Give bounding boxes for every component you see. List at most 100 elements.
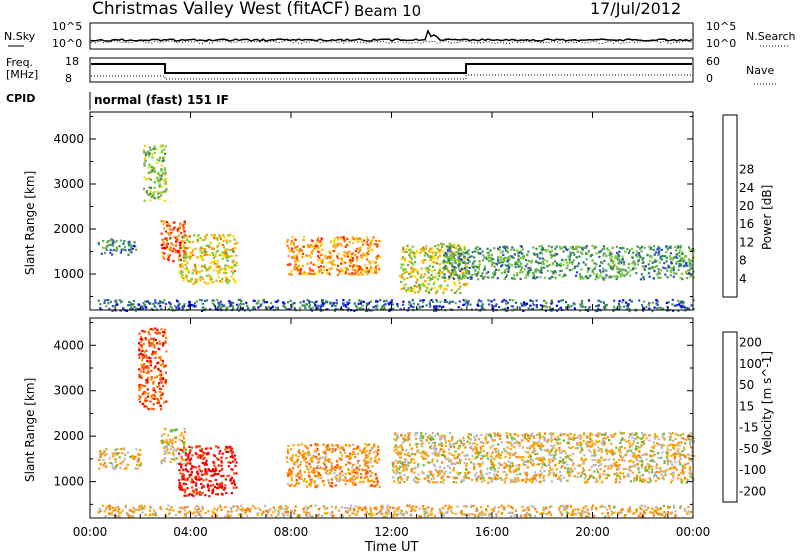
scatter-cell — [573, 247, 576, 251]
scatter-cell — [633, 463, 636, 466]
scatter-cell — [487, 434, 490, 437]
scatter-cell — [158, 301, 162, 304]
scatter-cell — [612, 260, 615, 263]
scatter-cell — [294, 246, 297, 249]
scatter-cell — [349, 262, 353, 265]
scatter-cell — [200, 269, 203, 272]
scatter-cell — [569, 447, 573, 450]
scatter-cell — [593, 262, 596, 265]
scatter-cell — [319, 240, 322, 243]
scatter-cell — [569, 458, 572, 461]
scatter-cell — [641, 462, 644, 465]
scatter-cell — [567, 248, 570, 251]
scatter-cell — [602, 270, 605, 273]
scatter-cell — [419, 434, 423, 437]
scatter-cell — [504, 455, 507, 459]
scatter-cell — [144, 384, 147, 388]
scatter-cell — [662, 478, 665, 481]
scatter-cell — [567, 306, 571, 309]
scatter-cell — [683, 265, 686, 268]
scatter-cell — [507, 270, 510, 273]
scatter-cell — [282, 304, 285, 307]
scatter-cell — [226, 282, 229, 285]
scatter-cell — [184, 464, 188, 467]
scatter-cell — [160, 434, 163, 437]
scatter-cell — [107, 240, 110, 243]
scatter-cell — [151, 352, 154, 356]
scatter-cell — [357, 302, 360, 305]
scatter-cell — [147, 171, 150, 174]
scatter-cell — [504, 268, 507, 272]
scatter-cell — [551, 263, 554, 266]
scatter-cell — [232, 261, 235, 264]
scatter-cell — [221, 254, 224, 257]
scatter-cell — [333, 472, 336, 475]
scatter-cell — [211, 246, 214, 249]
scatter-cell — [178, 469, 181, 472]
scatter-cell — [617, 474, 620, 477]
scatter-cell — [308, 302, 311, 305]
scatter-cell — [661, 307, 664, 310]
scatter-cell — [176, 250, 179, 253]
scatter-cell — [396, 303, 399, 306]
scatter-cell — [635, 254, 638, 257]
scatter-cell — [286, 460, 289, 463]
scatter-cell — [469, 303, 472, 306]
scatter-cell — [431, 256, 434, 259]
scatter-cell — [226, 265, 230, 268]
scatter-cell — [689, 443, 692, 446]
scatter-cell — [595, 275, 598, 278]
noise-right-tick-bottom: 10^0 — [706, 37, 736, 50]
scatter-cell — [348, 240, 351, 244]
scatter-cell — [583, 472, 586, 476]
scatter-cell — [204, 494, 207, 497]
scatter-cell — [640, 304, 644, 307]
scatter-cell — [451, 256, 454, 259]
scatter-cell — [318, 271, 321, 274]
scatter-cell — [500, 265, 503, 268]
scatter-cell — [353, 302, 356, 305]
scatter-cell — [493, 270, 496, 274]
scatter-cell — [664, 273, 667, 276]
scatter-cell — [412, 290, 415, 293]
scatter-cell — [498, 246, 501, 249]
scatter-cell — [452, 467, 455, 470]
scatter-cell — [314, 484, 317, 487]
scatter-cell — [160, 168, 163, 171]
scatter-cell — [407, 452, 410, 455]
scatter-cell — [552, 471, 555, 474]
scatter-cell — [137, 459, 140, 463]
scatter-cell — [416, 307, 419, 310]
scatter-cell — [336, 474, 339, 477]
scatter-cell — [603, 252, 606, 255]
scatter-cell — [142, 355, 145, 358]
scatter-cell — [580, 251, 583, 254]
scatter-cell — [165, 243, 168, 246]
scatter-cell — [435, 272, 438, 275]
scatter-cell — [612, 309, 615, 313]
scatter-cell — [334, 469, 337, 472]
scatter-cell — [342, 237, 345, 240]
scatter-cell — [179, 461, 182, 464]
scatter-cell — [144, 306, 147, 309]
scatter-cell — [598, 473, 601, 476]
scatter-cell — [560, 299, 563, 302]
scatter-cell — [463, 299, 466, 302]
scatter-cell — [200, 482, 203, 485]
scatter-cell — [376, 483, 379, 486]
scatter-cell — [178, 302, 181, 305]
scatter-cell — [448, 448, 451, 451]
scatter-cell — [157, 347, 160, 350]
scatter-cell — [420, 455, 423, 458]
scatter-cell — [147, 370, 150, 373]
scatter-cell — [479, 448, 483, 451]
scatter-cell — [376, 453, 379, 456]
scatter-cell — [604, 305, 607, 308]
scatter-cell — [477, 268, 481, 271]
scatter-cell — [164, 172, 167, 175]
scatter-cell — [234, 281, 237, 284]
scatter-cell — [571, 247, 574, 250]
scatter-cell — [165, 188, 168, 191]
scatter-cell — [483, 479, 486, 482]
scatter-cell — [691, 450, 694, 453]
